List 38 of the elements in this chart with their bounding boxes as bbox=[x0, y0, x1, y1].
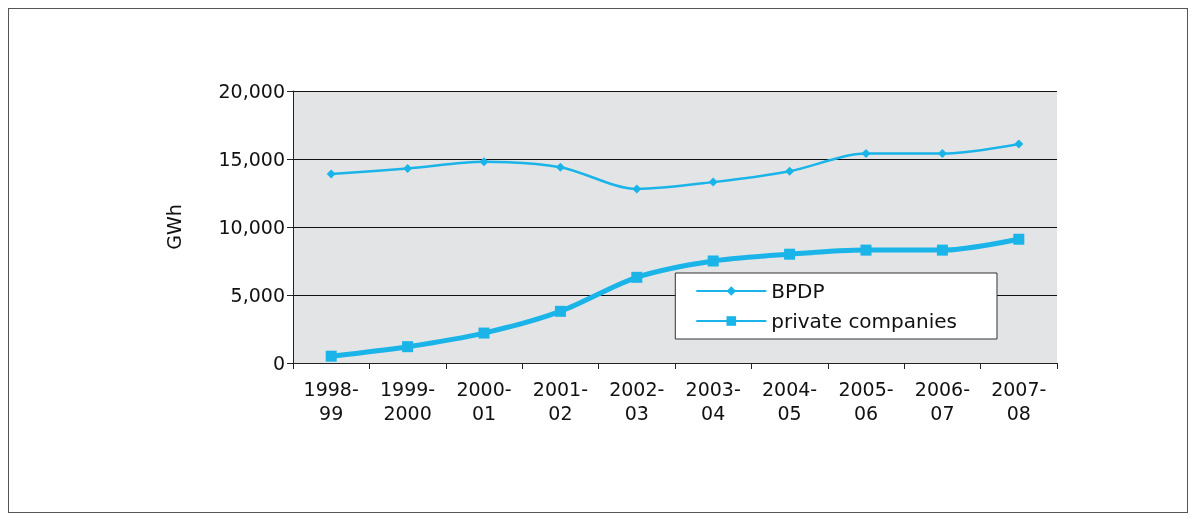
x-tick-label: 2007- 08 bbox=[991, 378, 1047, 424]
x-tick-label: 2004- 05 bbox=[761, 378, 818, 424]
point bbox=[632, 184, 642, 194]
point bbox=[403, 164, 413, 174]
y-tick-label: 20,000 bbox=[218, 80, 285, 102]
y-tick-label: 10,000 bbox=[218, 216, 285, 238]
point bbox=[479, 157, 489, 167]
y-tick-label: 15,000 bbox=[218, 148, 285, 170]
point bbox=[478, 327, 490, 339]
point bbox=[1014, 139, 1024, 149]
x-tick-label: 2002- 03 bbox=[609, 378, 665, 424]
y-tick-label: 5,000 bbox=[230, 284, 285, 306]
x-tick-label: 2005- 06 bbox=[838, 378, 894, 424]
point bbox=[402, 341, 414, 353]
x-tick-label: 2000- 01 bbox=[456, 378, 512, 424]
point bbox=[631, 271, 643, 283]
x-tick-label: 1998- 99 bbox=[303, 378, 359, 424]
point bbox=[707, 255, 719, 267]
point bbox=[937, 149, 947, 159]
point bbox=[785, 166, 795, 176]
point bbox=[554, 305, 566, 317]
point bbox=[860, 244, 872, 256]
point bbox=[555, 162, 565, 172]
point bbox=[1013, 233, 1025, 245]
x-tick-label: 2001- 02 bbox=[532, 378, 589, 424]
legend-label: BPDP bbox=[771, 279, 825, 303]
x-tick-label: 1999- 2000 bbox=[379, 378, 436, 424]
legend-label: private companies bbox=[771, 309, 958, 333]
point bbox=[325, 350, 337, 362]
y-axis-title: GWh bbox=[162, 204, 185, 250]
point bbox=[936, 244, 948, 256]
y-tick-label: 0 bbox=[272, 352, 285, 374]
x-tick-label: 2003- 04 bbox=[685, 378, 741, 424]
point bbox=[326, 169, 336, 179]
point bbox=[861, 149, 871, 159]
point bbox=[784, 248, 796, 260]
point bbox=[708, 177, 718, 187]
x-tick-label: 2006- 07 bbox=[914, 378, 971, 424]
